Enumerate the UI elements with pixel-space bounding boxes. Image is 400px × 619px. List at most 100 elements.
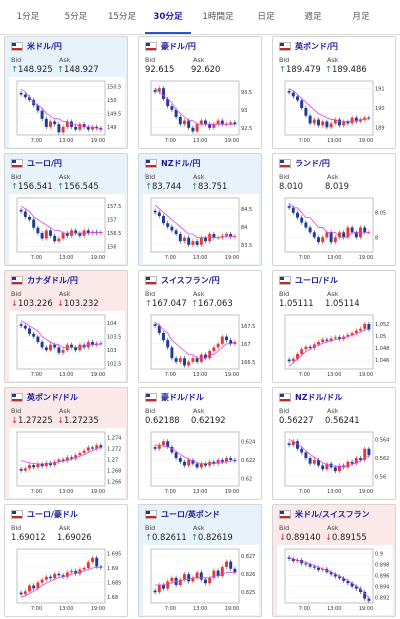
y-tick-label: 0.622 xyxy=(241,458,255,464)
candle-body xyxy=(19,468,23,471)
candle-body xyxy=(308,458,312,464)
tab-0[interactable]: 1分足 xyxy=(16,12,40,22)
currency-pair-label[interactable]: NZドル/ドル xyxy=(295,392,343,402)
price-chart[interactable]: 150.5 150 149.5 149 7:00 13:00 19:00 xyxy=(9,77,125,147)
rate-card[interactable]: NZドル/円 Bid Ask ↑83.744 ↑83.751 84.5 84 83.5 7:00… xyxy=(138,153,262,266)
rate-card[interactable]: カナダドル/円 Bid Ask ↓103.226 ↓103.232 104 103.5 103… xyxy=(4,270,128,383)
x-tick-label: 7:00 xyxy=(165,606,176,612)
price-chart[interactable]: 0.564 0.562 0.56 7:00 13:00 19:00 xyxy=(277,428,393,498)
bid-label: Bid xyxy=(145,524,156,532)
x-tick-label: 19:00 xyxy=(225,255,239,261)
bid-price: 103.226 xyxy=(18,298,53,308)
candle-body xyxy=(212,570,216,578)
candle-body xyxy=(325,121,329,128)
tab-1[interactable]: 5分足 xyxy=(64,12,88,22)
rate-card[interactable]: 米ドル/スイスフラン Bid Ask ↓0.89140 ↓0.89155 0.9 0.898… xyxy=(272,504,396,617)
tab-6[interactable]: 週足 xyxy=(304,12,322,22)
currency-pair-label[interactable]: 豪ドル/円 xyxy=(161,41,196,51)
currency-pair-label[interactable]: ユーロ/豪ドル xyxy=(27,509,78,519)
currency-pair-label[interactable]: 英ポンド/円 xyxy=(295,41,338,51)
candle-body xyxy=(40,463,44,467)
candle-body xyxy=(157,325,161,333)
currency-pair-label[interactable]: ユーロ/ドル xyxy=(295,275,338,285)
bid-price: 83.744 xyxy=(152,181,182,191)
candle-body xyxy=(233,342,237,344)
candle-body xyxy=(287,90,291,93)
tab-5[interactable]: 日足 xyxy=(257,12,275,22)
currency-pair-label[interactable]: 米ドル/スイスフラン xyxy=(295,509,370,519)
price-chart[interactable]: 8.05 8 7:00 13:00 19:00 xyxy=(277,194,393,264)
bid-label: Bid xyxy=(11,56,22,64)
currency-pair-label[interactable]: 米ドル/円 xyxy=(27,41,62,51)
y-tick-label: 1.052 xyxy=(375,322,389,328)
x-tick-label: 13:00 xyxy=(59,138,73,144)
rate-card[interactable]: ユーロ/円 Bid Ask ↑156.541 ↑156.545 157.5 157 156.5… xyxy=(4,153,128,266)
price-chart[interactable]: 84.5 84 83.5 7:00 13:00 19:00 xyxy=(143,194,259,264)
price-chart[interactable]: 1.695 1.69 1.685 1.68 7:00 13:00 19:00 xyxy=(9,545,125,615)
price-chart[interactable]: 104 103.5 103 102.5 7:00 13:00 19:00 xyxy=(9,311,125,381)
currency-pair-label[interactable]: ユーロ/英ポンド xyxy=(161,509,220,519)
y-tick-label: 103.5 xyxy=(107,335,121,341)
candle-body xyxy=(44,576,48,580)
bid-price: 1.05111 xyxy=(279,298,314,308)
candle-body xyxy=(287,206,291,208)
candle-body xyxy=(300,448,304,453)
currency-pair-label[interactable]: スイスフラン/円 xyxy=(161,275,220,285)
candle-body xyxy=(178,458,182,462)
price-chart[interactable]: 93.5 93 92.5 7:00 13:00 19:00 xyxy=(143,77,259,147)
x-tick-label: 7:00 xyxy=(165,372,176,378)
rate-card[interactable]: ユーロ/ドル Bid Ask 1.05111 1.05114 1.052 1.05 1.048… xyxy=(272,270,396,383)
candle-body xyxy=(32,219,36,228)
ask-value: 92.620 xyxy=(191,64,220,74)
price-chart[interactable]: 0.9 0.898 0.896 0.894 0.892 7:00 13:00 19:00 xyxy=(277,545,393,615)
price-chart[interactable]: 1.274 1.272 1.27 1.268 1.266 7:00 13:00 19:00 xyxy=(9,428,125,498)
candle-body xyxy=(65,457,69,461)
candle-body xyxy=(359,328,362,331)
candle-body xyxy=(95,126,99,129)
candle-body xyxy=(291,207,295,213)
ask-price: 0.89155 xyxy=(332,532,367,542)
rate-card[interactable]: ユーロ/豪ドル Bid Ask 1.69012 1.69026 1.695 1.69 1.68… xyxy=(4,504,128,617)
currency-pair-label[interactable]: ユーロ/円 xyxy=(27,158,62,168)
candle-body xyxy=(49,462,52,466)
rate-card[interactable]: 豪ドル/円 Bid Ask 92.615 92.620 93.5 93 92.5 7:00 13:… xyxy=(138,36,262,149)
candle-body xyxy=(187,361,191,366)
rate-card[interactable]: 米ドル/円 Bid Ask ↑148.925 ↑148.927 150.5 150 149.5… xyxy=(4,36,128,149)
candle-body xyxy=(359,119,362,122)
card-header: ユーロ/英ポンド xyxy=(145,508,220,520)
price-chart[interactable]: 167.5 167 166.5 7:00 13:00 19:00 xyxy=(143,311,259,381)
price-chart[interactable]: 0.827 0.826 0.825 7:00 13:00 19:00 xyxy=(143,545,259,615)
arrow-up-icon: ↑ xyxy=(191,181,199,191)
tab-4[interactable]: 1時間足 xyxy=(202,12,234,22)
candle-body xyxy=(183,574,186,580)
currency-pair-label[interactable]: 英ポンド/ドル xyxy=(27,392,78,402)
price-chart[interactable]: 1.052 1.05 1.048 1.046 7:00 13:00 19:00 xyxy=(277,311,393,381)
tab-7[interactable]: 月足 xyxy=(352,12,370,22)
price-chart[interactable]: 0.624 0.622 0.62 7:00 13:00 19:00 xyxy=(143,428,259,498)
x-tick-label: 7:00 xyxy=(165,255,176,261)
y-tick-label: 0.62 xyxy=(241,477,252,483)
currency-pair-label[interactable]: NZドル/円 xyxy=(161,158,201,168)
rate-card[interactable]: NZドル/ドル Bid Ask 0.56227 0.56241 0.564 0.562 0.5… xyxy=(272,387,396,500)
currency-pair-label[interactable]: ランド/円 xyxy=(295,158,330,168)
currency-pair-label[interactable]: 豪ドル/ドル xyxy=(161,392,204,402)
price-chart[interactable]: 191 190 189 7:00 13:00 19:00 xyxy=(277,77,393,147)
candle-body xyxy=(53,344,57,348)
x-tick-label: 19:00 xyxy=(225,372,239,378)
rate-card[interactable]: 豪ドル/ドル Bid Ask 0.62188 0.62192 0.624 0.622 0.62… xyxy=(138,387,262,500)
rate-card[interactable]: スイスフラン/円 Bid Ask ↑167.047 ↑167.063 167.5 167 16… xyxy=(138,270,262,383)
bid-label: Bid xyxy=(145,173,156,181)
currency-flag-icon xyxy=(279,509,291,519)
candle-body xyxy=(212,347,216,351)
candle-body xyxy=(291,558,295,562)
candle-body xyxy=(354,586,358,589)
tab-2[interactable]: 15分足 xyxy=(107,12,137,22)
price-chart[interactable]: 157.5 157 156.5 156 7:00 13:00 19:00 xyxy=(9,194,125,264)
rate-card[interactable]: ランド/円 Bid Ask 8.010 8.019 8.05 8 7:00 13:00 19:00 xyxy=(272,153,396,266)
rate-card[interactable]: 英ポンド/円 Bid Ask ↑189.479 ↑189.486 191 190 189 7:0… xyxy=(272,36,396,149)
currency-pair-label[interactable]: カナダドル/円 xyxy=(27,275,78,285)
tab-3[interactable]: 30分足 xyxy=(145,0,191,34)
rate-card[interactable]: ユーロ/英ポンド Bid Ask ↑0.82611 ↑0.82619 0.827 0.826… xyxy=(138,504,262,617)
rate-card[interactable]: 英ポンド/ドル Bid Ask ↓1.27225 ↓1.27235 1.274 1.272 1… xyxy=(4,387,128,500)
candle-body xyxy=(216,120,220,125)
